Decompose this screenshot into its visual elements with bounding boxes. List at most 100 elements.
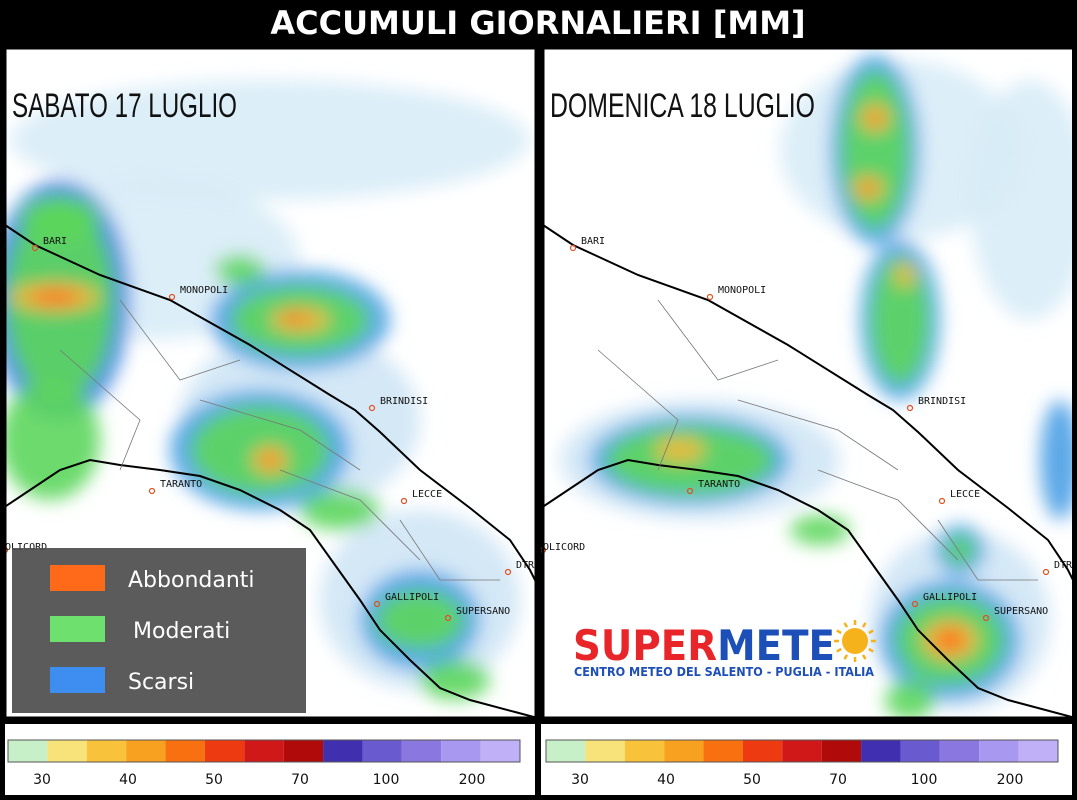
city-label: DTRA (516, 560, 540, 571)
colorbar-swatch (362, 740, 402, 762)
city-marker (1042, 568, 1050, 576)
logo-name-blue: METE (717, 621, 835, 670)
rain-area (20, 195, 100, 245)
panel-border (541, 48, 1072, 718)
colorbar-label: 50 (743, 772, 761, 788)
city-marker (938, 497, 946, 505)
colorbar-swatch (900, 740, 940, 762)
colorbar-swatch (165, 740, 205, 762)
city-marker (400, 497, 408, 505)
colorbar-swatch (546, 740, 586, 762)
colorbar-swatch (480, 740, 520, 762)
legend-label: Scarsi (128, 670, 194, 695)
rain-area (885, 680, 935, 718)
rain-area (655, 438, 705, 462)
city-marker (906, 404, 914, 412)
city-marker (373, 600, 381, 608)
rain-area (30, 289, 80, 305)
rain-area (860, 182, 876, 194)
city-label: GALLIPOLI (923, 592, 977, 603)
coastline (5, 224, 535, 718)
city-label: OLICORD (543, 542, 585, 553)
city-label: LECCE (950, 489, 980, 500)
border (817, 469, 959, 561)
border (59, 349, 141, 471)
colorbar-label: 70 (291, 772, 309, 788)
legend-swatch (50, 565, 105, 591)
colorbar-swatch (86, 740, 127, 762)
rain-area (870, 255, 930, 385)
logo-sun (842, 628, 868, 654)
logo-sun-ray (861, 654, 867, 660)
colorbar-label: 100 (911, 772, 938, 788)
city-marker (31, 244, 39, 252)
rain-area (10, 80, 530, 200)
colorbar-label: 50 (205, 772, 223, 788)
colorbar-swatch (664, 740, 704, 762)
colorbar-swatch (323, 740, 363, 762)
border (597, 349, 679, 471)
legend-swatch (50, 667, 105, 693)
legend-label: Abbondanti (128, 568, 255, 593)
city-label: LECCE (412, 489, 442, 500)
city-marker (911, 600, 919, 608)
logo-sun-ray (843, 654, 849, 660)
city-label: BARI (43, 236, 67, 247)
colorbar-swatch (441, 740, 481, 762)
border (399, 519, 500, 581)
rain-area (375, 590, 465, 650)
day-label: DOMENICA 18 LUGLIO (550, 87, 815, 125)
logo-sun-ray (868, 647, 874, 653)
colorbar-swatch (1018, 740, 1058, 762)
rain-area (262, 453, 278, 467)
rain-area (1040, 400, 1072, 520)
city-label: BARI (581, 236, 605, 247)
colorbar-swatch (624, 740, 665, 762)
city-label: SUPERSANO (456, 606, 510, 617)
city-marker (706, 293, 714, 301)
city-label: MONOPOLI (718, 285, 766, 296)
colorbar-swatch (244, 740, 284, 762)
city-marker (168, 293, 176, 301)
colorbar-swatch (283, 740, 324, 762)
city-label: BRINDISI (918, 396, 966, 407)
city-marker (686, 487, 694, 495)
city-marker (504, 568, 512, 576)
city-marker (982, 614, 990, 622)
map-panel: BARI MONOPOLI BRINDISI TARANTO LECCE GALLIPOL… (5, 48, 540, 718)
colorbar-swatch (861, 740, 901, 762)
logo-sun-ray (861, 622, 867, 628)
colorbar-swatch (821, 740, 862, 762)
logo-subtitle: CENTRO METEO DEL SALENTO - PUGLIA - ITAL… (574, 665, 875, 679)
border (199, 399, 361, 471)
colorbar-label: 200 (459, 772, 486, 788)
rain-area (790, 515, 850, 545)
city-label: SUPERSANO (994, 606, 1048, 617)
city-label: DTRA (1054, 560, 1077, 571)
rain-area (945, 535, 975, 565)
day-label: SABATO 17 LUGLIO (12, 87, 237, 125)
rain-area (935, 628, 965, 652)
city-marker (5, 546, 9, 554)
title: ACCUMULI GIORNALIERI [MM] (270, 4, 805, 42)
map-panel: BARI MONOPOLI BRINDISI TARANTO LECCE GALLIPOL… (541, 48, 1077, 718)
border (119, 299, 241, 381)
border (657, 299, 779, 381)
colorbar-label: 40 (119, 772, 137, 788)
colorbar-label: 40 (657, 772, 675, 788)
city-marker (148, 487, 156, 495)
precipitation (560, 55, 1072, 718)
colorbar-label: 70 (829, 772, 847, 788)
logo-sun-ray (836, 629, 842, 635)
colorbar-swatch (703, 740, 743, 762)
colorbar-frame (545, 739, 1059, 763)
city-marker (569, 244, 577, 252)
colorbar-swatch (204, 740, 245, 762)
colorbar-label: 200 (997, 772, 1024, 788)
logo-sun-ray (836, 647, 842, 653)
border (937, 519, 1038, 581)
colorbar-swatch (8, 740, 48, 762)
logo-sun-ray (843, 622, 849, 628)
colorbar-swatch (979, 740, 1019, 762)
